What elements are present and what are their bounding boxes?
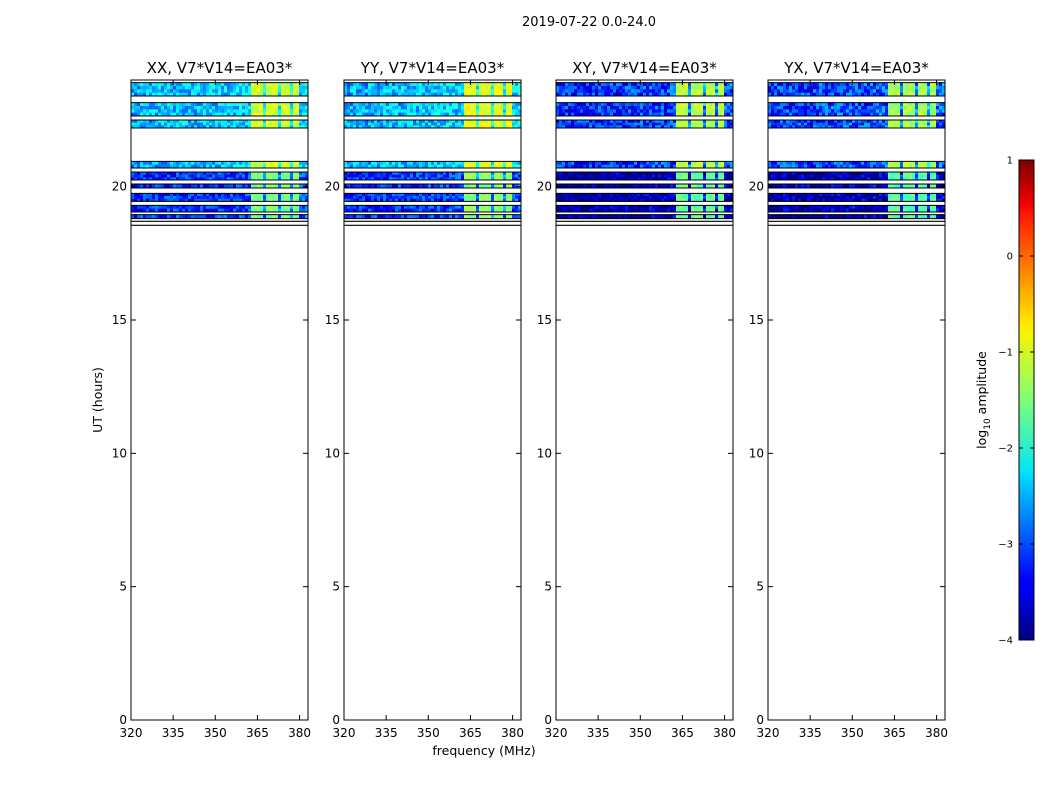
x-tick-label: 335 <box>375 726 398 740</box>
x-tick-label: 350 <box>629 726 652 740</box>
figure-suptitle: 2019-07-22 0.0-24.0 <box>522 15 656 30</box>
colorbar: 10−1−2−3−4 log10 amplitude <box>974 156 1035 647</box>
panel-title: XX, V7*V14=EA03* <box>147 59 293 77</box>
colorbar-tick-label: −4 <box>998 636 1013 647</box>
panels-group: XX, V7*V14=EA03*320 335 350 365 38005101520Y… <box>112 59 948 740</box>
x-tick-label: 320 <box>757 726 780 740</box>
y-tick-label: 20 <box>537 180 552 194</box>
y-tick-label: 5 <box>119 580 127 594</box>
y-tick-label: 15 <box>749 313 764 327</box>
x-tick-label: 365 <box>883 726 906 740</box>
colorbar-label-rest: amplitude <box>974 351 989 418</box>
y-tick-label: 15 <box>537 313 552 327</box>
y-tick-label: 5 <box>544 580 552 594</box>
heatmap-image <box>556 82 734 219</box>
x-tick-label: 335 <box>162 726 185 740</box>
colorbar-tick-label: −2 <box>998 444 1013 455</box>
x-tick-label: 350 <box>204 726 227 740</box>
x-tick-label: 320 <box>545 726 568 740</box>
y-tick-label: 20 <box>112 180 127 194</box>
y-tick-label: 0 <box>119 713 127 727</box>
panel-title: YX, V7*V14=EA03* <box>783 59 929 77</box>
panel-yx: YX, V7*V14=EA03* 320 335 350 365 380 0 5 10 15 20 <box>749 59 948 740</box>
plot-frame <box>555 79 734 721</box>
x-tick-label: 350 <box>417 726 440 740</box>
colorbar-ticks: 1 0 −1 −2 −3 −4 <box>998 156 1034 647</box>
y-tick-label: 15 <box>112 313 127 327</box>
x-tick-label: 335 <box>799 726 822 740</box>
y-tick-label: 0 <box>756 713 764 727</box>
colorbar-tick-label: −3 <box>998 540 1013 551</box>
x-tick-label: 380 <box>501 726 524 740</box>
y-tick-label: 20 <box>325 180 340 194</box>
panel-yy: YY, V7*V14=EA03* 320 335 350 365 380 0 5 10 15 20 <box>325 59 524 740</box>
x-tick-label: 365 <box>246 726 269 740</box>
y-tick-label: 0 <box>332 713 340 727</box>
y-tick-label: 10 <box>112 446 127 460</box>
y-tick-label: 15 <box>325 313 340 327</box>
x-axis-label: frequency (MHz) <box>432 743 535 758</box>
plot-frame <box>130 79 309 721</box>
y-tick-label: 5 <box>332 580 340 594</box>
x-tick-label: 350 <box>841 726 864 740</box>
panel-xy: XY, V7*V14=EA03* 320 335 350 365 380 0 5 10 15 20 <box>537 59 736 740</box>
colorbar-label: log10 amplitude <box>974 351 993 449</box>
y-tick-label: 10 <box>749 446 764 460</box>
y-axis-label: UT (hours) <box>90 367 105 433</box>
y-tick-label: 0 <box>544 713 552 727</box>
colorbar-tick-label: 1 <box>1007 156 1013 167</box>
x-tick-label: 320 <box>333 726 356 740</box>
plot-frame <box>767 79 946 721</box>
heatmap-image <box>131 82 309 219</box>
panel-xx: XX, V7*V14=EA03* 320 335 350 365 380 0 5 10 15 20 <box>112 59 311 740</box>
colorbar-gradient <box>1018 159 1035 641</box>
x-tick-label: 380 <box>713 726 736 740</box>
heatmap-image <box>768 82 946 219</box>
x-tick-label: 335 <box>587 726 610 740</box>
plot-frame <box>343 79 522 721</box>
x-tick-label: 365 <box>671 726 694 740</box>
panel-title: XY, V7*V14=EA03* <box>572 59 717 77</box>
y-tick-label: 20 <box>749 180 764 194</box>
x-tick-label: 365 <box>459 726 482 740</box>
x-tick-label: 320 <box>120 726 143 740</box>
x-tick-label: 380 <box>925 726 948 740</box>
colorbar-label-main: log <box>974 430 989 449</box>
colorbar-tick-label: 0 <box>1007 252 1013 263</box>
panel-title: YY, V7*V14=EA03* <box>360 59 505 77</box>
x-tick-label: 380 <box>288 726 311 740</box>
y-tick-label: 5 <box>756 580 764 594</box>
heatmap-image <box>344 82 522 219</box>
y-tick-label: 10 <box>537 446 552 460</box>
colorbar-label-sub: 10 <box>983 418 993 430</box>
y-tick-label: 10 <box>325 446 340 460</box>
colorbar-tick-label: −1 <box>998 348 1013 359</box>
